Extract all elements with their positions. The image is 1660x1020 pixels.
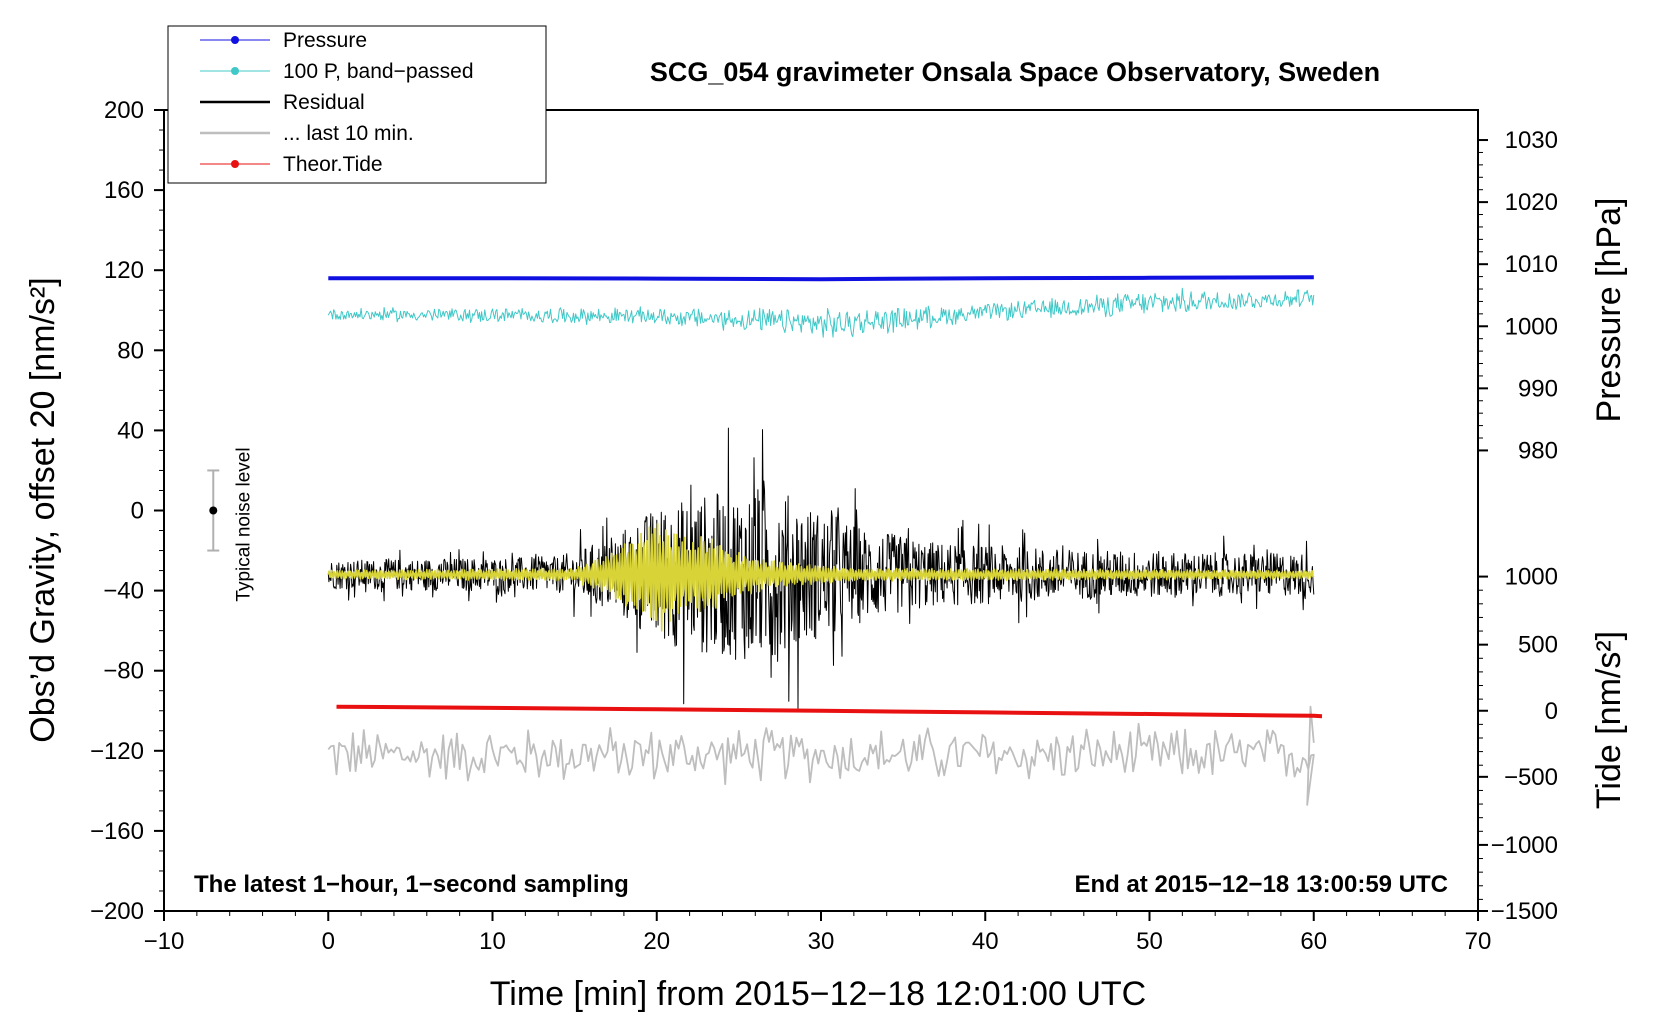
x-tick-label: 70 xyxy=(1465,928,1492,955)
tide-axis-tick-label: −500 xyxy=(1504,764,1558,791)
tide-axis-tick-label: 1000 xyxy=(1505,564,1558,591)
series-group xyxy=(327,275,1323,806)
series-pressure-bandpassed xyxy=(327,287,1315,338)
x-tick-label: 20 xyxy=(643,928,670,955)
y-left-tick-label: 200 xyxy=(104,97,144,124)
pressure-axis-tick-label: 1000 xyxy=(1505,313,1558,340)
noise-label: Typical noise level xyxy=(233,447,254,601)
x-tick-label: 50 xyxy=(1136,928,1163,955)
pressure-axis-tick-label: 980 xyxy=(1518,437,1558,464)
tide-axis-tick-label: 0 xyxy=(1545,698,1558,725)
chart-title: SCG_054 gravimeter Onsala Space Observat… xyxy=(650,57,1380,87)
annotation-sampling: The latest 1−hour, 1−second sampling xyxy=(194,871,629,898)
legend-label: Theor.Tide xyxy=(283,153,383,176)
x-tick-label: 10 xyxy=(479,928,506,955)
series-pressure xyxy=(328,275,1314,282)
y-left-tick-label: −120 xyxy=(90,738,144,765)
pressure-axis-tick-label: 1030 xyxy=(1505,127,1558,154)
x-tick-label: 30 xyxy=(808,928,835,955)
pressure-axis-tick-label: 1020 xyxy=(1505,189,1558,216)
y-axis-left-title: Obs’d Gravity, offset 20 [nm/s²] xyxy=(24,277,62,742)
y-left-tick-label: −200 xyxy=(90,898,144,925)
legend-label: Residual xyxy=(283,91,365,114)
ticks-layer: −10 0 10 20 30 40 50 60 7020016012080400−40−80−1… xyxy=(90,97,1558,955)
series-last-10-min xyxy=(327,705,1315,806)
legend-marker xyxy=(231,36,239,44)
series-theor-tide xyxy=(336,704,1323,719)
y-left-tick-label: −40 xyxy=(103,578,144,605)
legend-label: 100 P, band−passed xyxy=(283,60,474,83)
x-tick-label: −10 xyxy=(144,928,185,955)
tide-axis-tick-label: −1500 xyxy=(1491,898,1558,925)
y-left-tick-label: 40 xyxy=(117,417,144,444)
legend-marker xyxy=(231,160,239,168)
legend-box xyxy=(167,25,547,184)
series-residual-filtered xyxy=(327,522,1315,632)
pressure-axis-tick-label: 990 xyxy=(1518,375,1558,402)
y-left-tick-label: 80 xyxy=(117,337,144,364)
legend-label: ... last 10 min. xyxy=(283,122,414,145)
y-left-tick-label: 120 xyxy=(104,257,144,284)
legend-marker xyxy=(231,67,239,75)
y-left-tick-label: 160 xyxy=(104,177,144,204)
y-axis-tide-title: Tide [nm/s²] xyxy=(1590,631,1628,809)
x-tick-label: 60 xyxy=(1300,928,1327,955)
legend-items: Pressure 100 P, band−passed Residual ... la… xyxy=(200,29,474,176)
series-residual xyxy=(327,427,1315,709)
y-left-tick-label: −80 xyxy=(103,658,144,685)
y-left-tick-label: 0 xyxy=(131,498,144,525)
noise-center-dot xyxy=(209,506,218,515)
legend-label: Pressure xyxy=(283,29,367,52)
legend: Pressure 100 P, band−passed Residual ... la… xyxy=(167,25,547,184)
x-tick-label: 0 xyxy=(322,928,335,955)
y-axis-pressure-title: Pressure [hPa] xyxy=(1590,198,1628,423)
tide-axis-tick-label: 500 xyxy=(1518,632,1558,659)
noise-indicator: Typical noise level xyxy=(207,447,254,602)
plot-frame xyxy=(163,109,1479,912)
pressure-axis-tick-label: 1010 xyxy=(1505,251,1558,278)
series-layer xyxy=(327,275,1323,806)
y-left-tick-label: −160 xyxy=(90,818,144,845)
tide-axis-tick-label: −1000 xyxy=(1491,832,1558,859)
x-axis-title: Time [min] from 2015−12−18 12:01:00 UTC xyxy=(490,975,1146,1013)
x-tick-label: 40 xyxy=(972,928,999,955)
annotation-end-time: End at 2015−12−18 13:00:59 UTC xyxy=(1074,871,1448,898)
